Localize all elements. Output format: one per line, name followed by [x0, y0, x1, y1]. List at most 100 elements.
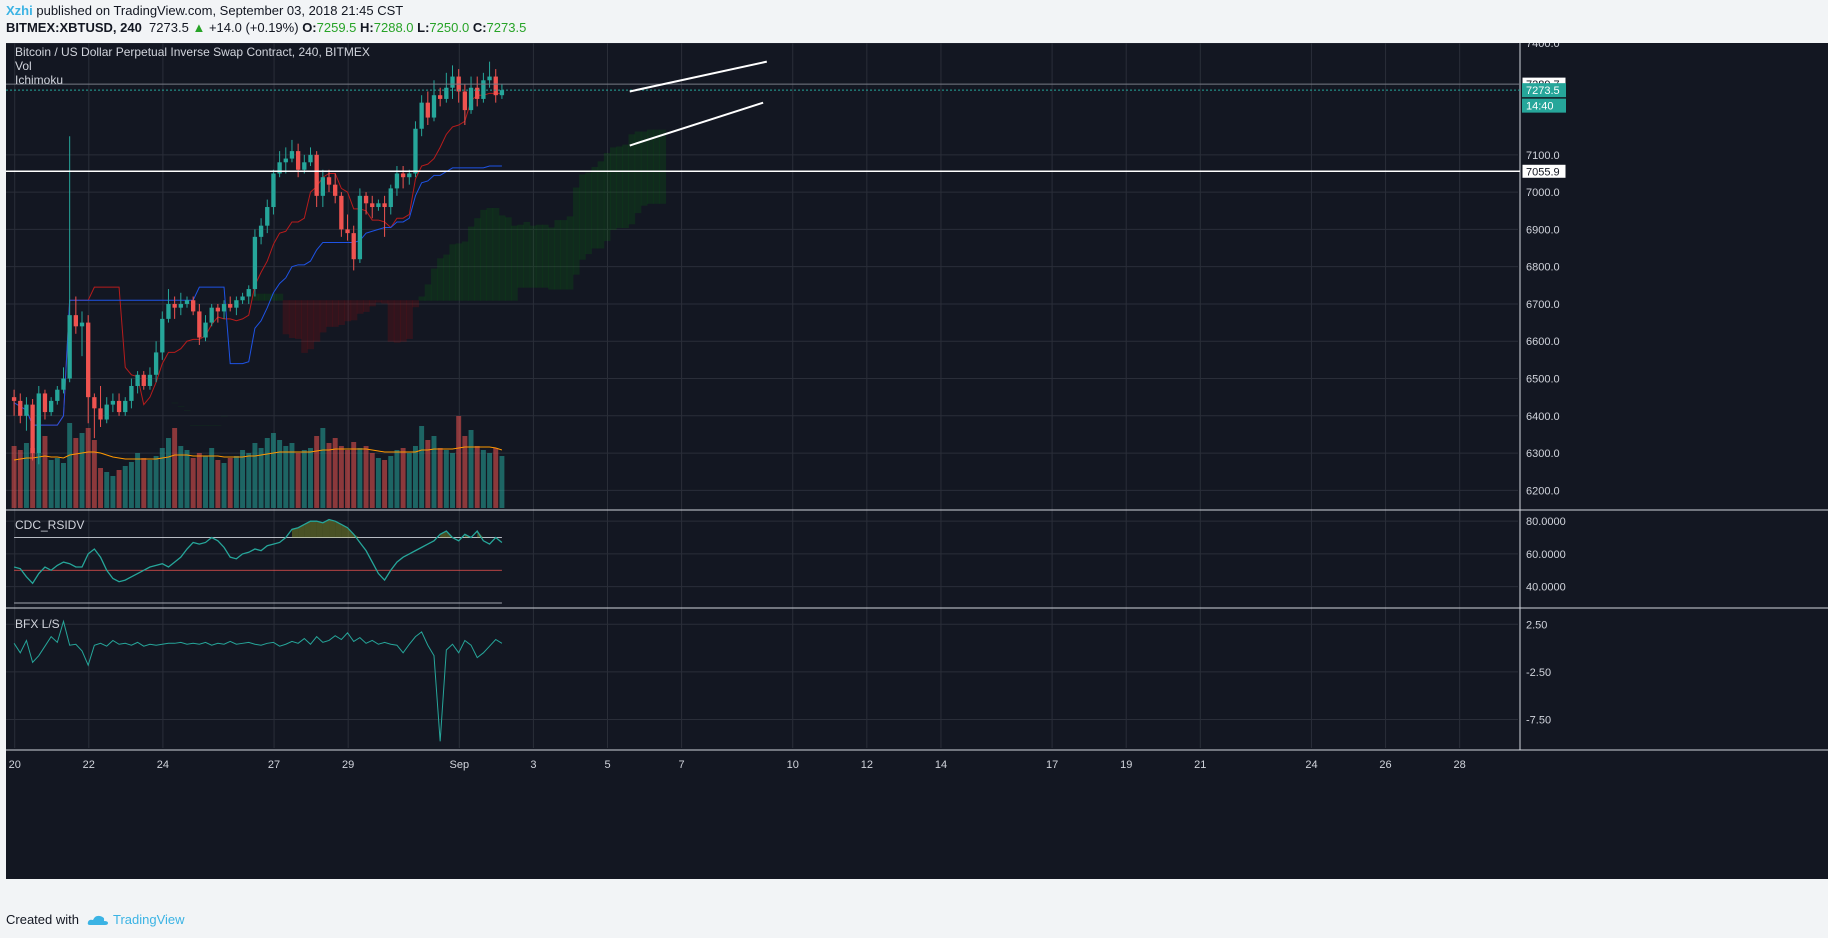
chart-canvas[interactable]: 6200.0 6300.0 6400.0 6500.0 6600.0 6700.0 6800… [6, 43, 1828, 879]
candle-body [277, 162, 282, 174]
candle-body [289, 151, 295, 159]
volume-ma-line [14, 446, 503, 461]
candle-body [308, 154, 313, 163]
drawing-overlays[interactable] [6, 60, 1520, 173]
candle-body [382, 203, 387, 208]
volume-bar [351, 442, 357, 508]
high-value: 7288.0 [373, 20, 414, 35]
candle-body [400, 173, 406, 178]
cloud-segment [295, 300, 302, 339]
x-tick-label: Sep [450, 759, 470, 771]
candle-body [234, 300, 239, 308]
volume-bar [270, 433, 276, 508]
volume-bar [400, 448, 406, 508]
y-tick-label: 6600.0 [1526, 336, 1560, 348]
ichimoku-lines [13, 92, 502, 426]
candle-body [487, 76, 492, 81]
axes: 6200.0 6300.0 6400.0 6500.0 6600.0 6700.0 6800… [9, 43, 1567, 771]
candle-body [493, 76, 498, 96]
cloud-segment [554, 220, 562, 290]
x-tick-label: 14 [935, 759, 947, 771]
volume-bar [91, 440, 97, 508]
ichimoku-cloud [171, 129, 667, 426]
volume-bar [11, 446, 17, 508]
volume-bar [462, 436, 468, 508]
cloud-segment [634, 131, 642, 214]
bfx-ls-label: BFX L/S [15, 617, 60, 631]
cloud-segment [535, 224, 543, 288]
volume-bar [308, 448, 313, 508]
candle-body [73, 315, 78, 327]
cloud-segment [344, 300, 352, 322]
cloud-segment [492, 207, 500, 301]
rsi-overbought-fill [329, 519, 336, 538]
close-value: 7273.5 [486, 20, 527, 35]
volume-bar [382, 460, 388, 508]
volume-bar [196, 453, 202, 508]
cloud-segment [400, 300, 407, 342]
candle-body [413, 128, 418, 174]
tradingview-link[interactable]: TradingView [87, 912, 185, 927]
cloud-segment [369, 300, 376, 307]
volume-bar [36, 453, 42, 508]
cloud-segment [597, 161, 605, 249]
candle-body [295, 151, 301, 170]
y-tick-label: 6900.0 [1526, 224, 1560, 236]
cloud-segment [505, 217, 512, 301]
cloud-segment [325, 300, 333, 327]
x-tick-label: 19 [1120, 759, 1132, 771]
cloud-segment [616, 146, 623, 229]
volume-bar [295, 453, 301, 508]
cloud-segment [449, 244, 457, 301]
candle-body [351, 233, 356, 260]
cloud-segment [258, 293, 265, 301]
rsi-overbought-fill [298, 524, 305, 538]
volume-bar [363, 446, 369, 508]
candle-body [333, 184, 338, 196]
candle-body [123, 400, 128, 413]
price-label-text: 7273.5 [1526, 85, 1560, 97]
cloud-segment [467, 226, 475, 301]
volume-bar [209, 448, 215, 508]
cloud-segment [171, 402, 179, 404]
cloud-segment [585, 172, 592, 255]
cloud-segment [640, 131, 648, 206]
candle-body [135, 374, 140, 386]
volume-bar [474, 446, 480, 508]
volume-bar [203, 456, 208, 508]
volume-bar [48, 460, 54, 508]
cloud-segment [288, 300, 296, 339]
volume-bar [493, 448, 499, 508]
kijun-line [13, 165, 502, 426]
volume-bars [11, 416, 505, 508]
cloud-segment [418, 296, 426, 301]
volume-bar [240, 450, 246, 508]
open-value: 7259.5 [316, 20, 357, 35]
price-label-box [1522, 83, 1566, 98]
volume-bar [233, 456, 239, 508]
volume-bar [79, 433, 85, 508]
cloud-segment [443, 254, 450, 301]
candlestick-series [11, 61, 505, 465]
cloud-segment [319, 300, 327, 333]
candle-body [55, 389, 60, 401]
volume-bar [301, 450, 307, 508]
rsi-overbought-fill [335, 521, 342, 538]
cloud-segment [572, 187, 580, 275]
cloud-segment [393, 300, 401, 343]
author-link[interactable]: Xzhi [6, 3, 33, 18]
volume-bar [67, 423, 73, 508]
volume-bar [135, 453, 141, 508]
x-tick-label: 17 [1046, 759, 1058, 771]
volume-bar [215, 460, 221, 508]
candle-body [271, 173, 276, 208]
volume-bar [277, 440, 283, 508]
rsi-overbought-fill [477, 531, 484, 538]
candle-body [61, 378, 66, 390]
cloud-segment [480, 209, 487, 301]
volume-bar [394, 450, 400, 508]
volume-bar [345, 450, 351, 508]
candle-body [419, 102, 424, 129]
candle-body [110, 400, 116, 405]
candle-body [265, 207, 270, 226]
